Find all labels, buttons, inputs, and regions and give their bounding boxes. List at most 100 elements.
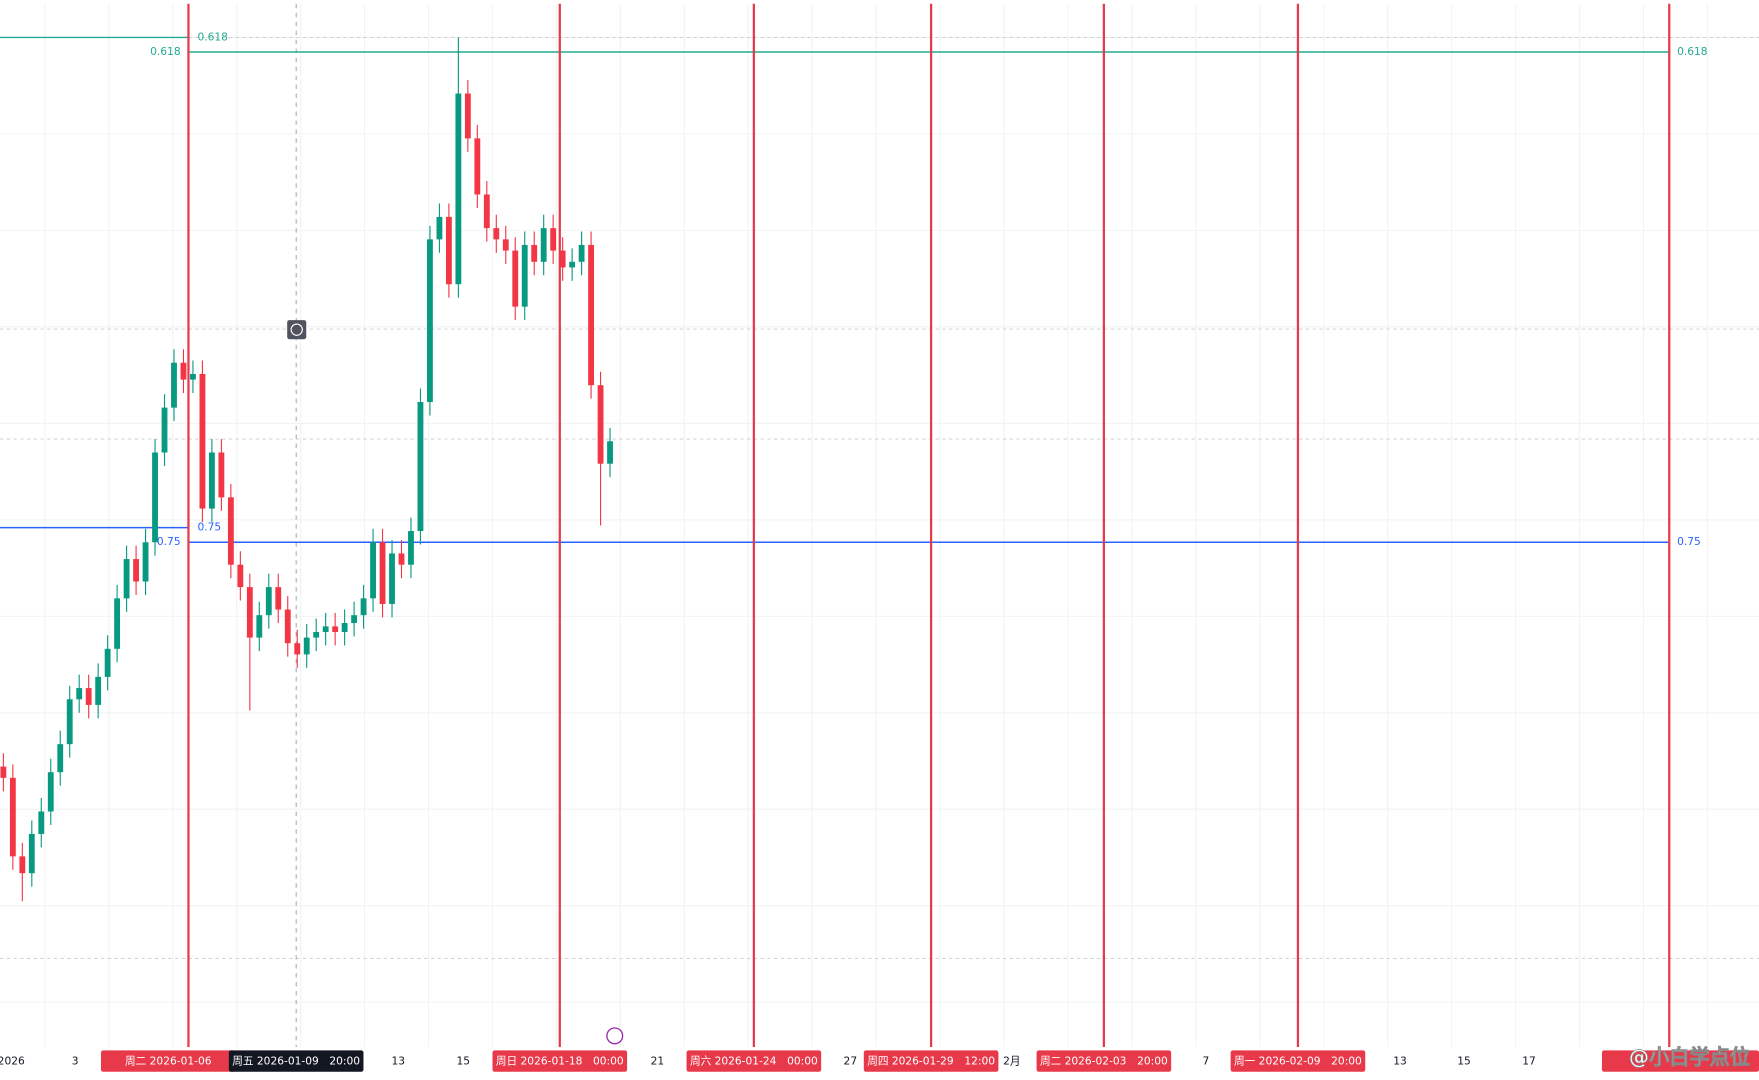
- candle-body: [474, 138, 481, 195]
- candle-body: [322, 626, 329, 632]
- candle-body: [208, 452, 215, 509]
- x-marker-box: [863, 1050, 999, 1072]
- x-tick-label: 13: [1393, 1055, 1407, 1068]
- x-marker-box: [1036, 1050, 1172, 1072]
- candle-body: [464, 93, 471, 139]
- candle-body: [398, 553, 405, 565]
- candle-body: [559, 250, 566, 268]
- candle-body: [445, 216, 452, 285]
- candle-body: [199, 373, 206, 509]
- candle-body: [47, 772, 54, 812]
- x-tick-label: 2026: [0, 1055, 25, 1068]
- crosshair-button: [287, 320, 307, 340]
- fib-level-label: 0.75: [1677, 535, 1701, 548]
- candle-body: [483, 194, 490, 229]
- candle-body: [180, 362, 187, 380]
- x-tick-label: 27: [844, 1055, 858, 1068]
- candle-body: [190, 373, 196, 380]
- candle-body: [502, 239, 509, 251]
- candle-body: [607, 441, 613, 464]
- fib-level-label: 0.618: [150, 45, 181, 58]
- x-marker-box: [686, 1050, 822, 1072]
- watermark: @小白学点位: [1629, 1045, 1750, 1069]
- x-tick-label: 2月: [1003, 1055, 1020, 1068]
- candle-body: [284, 609, 291, 644]
- candle-body: [379, 542, 386, 604]
- candle-body: [19, 856, 26, 874]
- candle-body: [455, 93, 462, 285]
- candle-body: [123, 559, 130, 599]
- candle-body: [152, 452, 158, 543]
- candle-body: [57, 744, 64, 773]
- x-marker-label: 周二 2026-01-06: [125, 1055, 212, 1068]
- candle-body: [104, 648, 111, 677]
- candle-body: [332, 626, 339, 632]
- x-tick-label: 7: [1203, 1055, 1210, 1068]
- candle-body: [66, 699, 73, 745]
- candle-body: [38, 811, 45, 834]
- candle-body: [95, 676, 102, 705]
- event-icon: [606, 1027, 624, 1045]
- candle-body: [550, 228, 557, 251]
- x-tick-label: 21: [651, 1055, 665, 1068]
- candle-body: [265, 587, 272, 616]
- candle-body: [237, 564, 244, 588]
- candle-body: [578, 244, 585, 262]
- x-tick-label: 13: [391, 1055, 405, 1068]
- candle-body: [313, 631, 320, 638]
- x-marker-label: 周四 2026-01-29 12:00: [867, 1055, 995, 1068]
- candle-body: [171, 362, 177, 408]
- candle-body: [0, 766, 7, 778]
- x-tick-label: 3: [72, 1055, 79, 1068]
- x-marker-label: 周六 2026-01-24 00:00: [690, 1055, 818, 1068]
- candle-body: [341, 623, 348, 632]
- candle-body: [521, 244, 528, 307]
- x-marker-box: [492, 1050, 628, 1072]
- x-marker-label: 周二 2026-02-03 20:00: [1040, 1055, 1168, 1068]
- candle-body: [370, 542, 376, 599]
- candle-body: [142, 542, 149, 582]
- candle-body: [28, 833, 35, 874]
- candle-body: [303, 637, 310, 655]
- candle-body: [351, 615, 358, 624]
- candle-body: [436, 216, 443, 240]
- candle-body: [161, 407, 168, 453]
- candle-body: [417, 402, 424, 532]
- x-marker-box: [228, 1050, 364, 1072]
- candle-body: [588, 244, 594, 386]
- fib-level-label: 0.75: [197, 521, 221, 534]
- x-marker-box: [1601, 1050, 1759, 1072]
- x-marker-label: 周日 2026-01-18 00:00: [496, 1055, 624, 1068]
- x-marker-label: 周一 2026-02-09 20:00: [1234, 1055, 1362, 1068]
- x-marker-box: [100, 1050, 236, 1072]
- crosshair-icon: [290, 323, 303, 336]
- fib-level-label: 0.75: [157, 535, 181, 548]
- candle-body: [408, 531, 414, 565]
- candle-body: [569, 261, 576, 268]
- candle-body: [85, 688, 92, 705]
- candle-body: [246, 587, 253, 638]
- candle-body: [275, 587, 282, 610]
- candle-body: [227, 497, 234, 565]
- candle-body: [133, 559, 139, 582]
- x-tick-label: 15: [457, 1055, 471, 1068]
- candle-body: [427, 239, 433, 403]
- candle-body: [360, 598, 367, 616]
- x-marker-label: 周五 2026-01-09 20:00: [232, 1055, 360, 1068]
- x-marker-box: [1230, 1050, 1366, 1072]
- candle-body: [9, 777, 16, 857]
- candle-body: [531, 244, 538, 262]
- candle-body: [597, 385, 604, 464]
- candle-body: [218, 452, 225, 498]
- candle-body: [294, 643, 301, 655]
- x-tick-label: 17: [1522, 1055, 1536, 1068]
- candle-body: [540, 228, 547, 262]
- candle-body: [114, 598, 121, 649]
- background: [0, 3, 1759, 1077]
- candle-body: [512, 250, 519, 307]
- candle-body: [256, 615, 263, 638]
- fib-level-label: 0.618: [197, 30, 228, 43]
- candle-body: [389, 553, 395, 604]
